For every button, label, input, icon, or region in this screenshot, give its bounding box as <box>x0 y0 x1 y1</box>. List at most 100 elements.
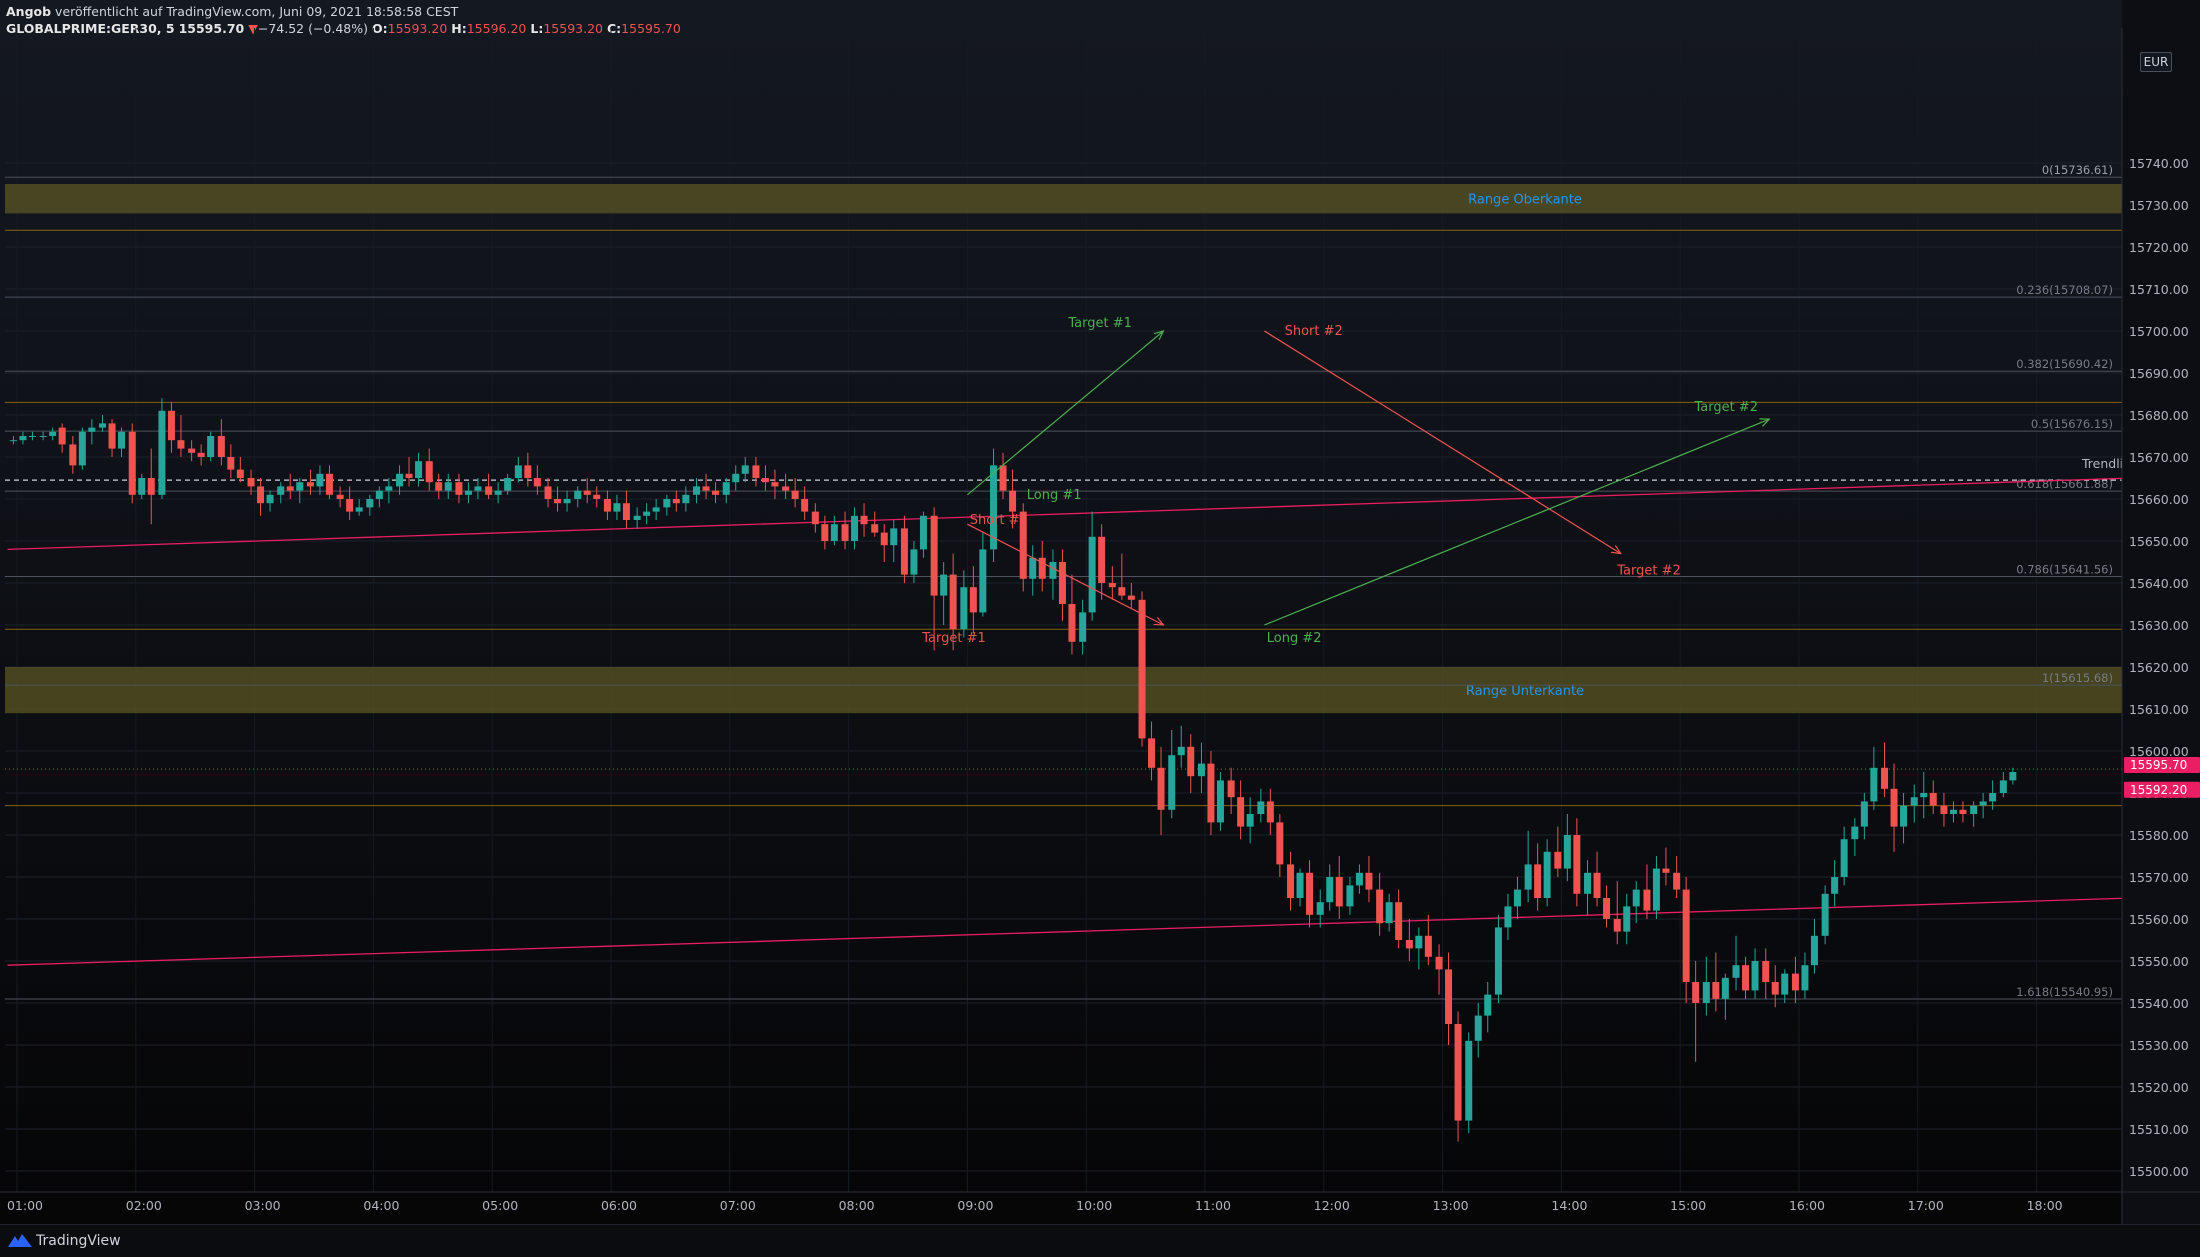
candle-body <box>1465 1040 1473 1121</box>
chart-header: Angob veröffentlicht auf TradingView.com… <box>6 3 681 37</box>
candle-body <box>1712 982 1720 999</box>
candle-body <box>603 499 611 512</box>
trendline <box>7 477 2132 551</box>
candle-body <box>1376 889 1384 924</box>
tradingview-logo-icon <box>8 1234 32 1247</box>
candle-body <box>1306 872 1314 915</box>
candle-body <box>435 482 443 491</box>
ohlc-line: GLOBALPRIME:GER30, 5 15595.70 ▼−74.52 (−… <box>6 20 681 37</box>
trade-arrow <box>967 523 1163 625</box>
candle-body <box>1445 969 1453 1024</box>
candle-body <box>1246 814 1254 827</box>
price-tick-label: 15720.00 <box>2129 240 2189 255</box>
last-price: 15595.70 <box>178 21 245 36</box>
candle-body <box>741 465 749 474</box>
candle-body <box>554 499 562 504</box>
trade-annotation: Long #1 <box>1027 488 1082 503</box>
candle-body <box>1365 872 1373 890</box>
candle-body <box>385 486 393 491</box>
candle-body <box>1088 536 1096 613</box>
range-zone-label: Range Unterkante <box>1466 684 1584 699</box>
candle-body <box>1632 889 1640 907</box>
candle-body <box>1860 801 1868 827</box>
candle-body <box>1732 965 1740 978</box>
time-tick-label: 07:00 <box>720 1198 756 1213</box>
candle-body <box>1801 965 1809 991</box>
tradingview-brand[interactable]: TradingView <box>36 1233 121 1249</box>
fib-level-label: 0(15736.61) <box>2042 163 2113 177</box>
candle-body <box>1038 557 1046 579</box>
candle-body <box>69 444 77 466</box>
candle-body <box>1127 595 1135 600</box>
candle-body <box>1563 835 1571 869</box>
time-tick-label: 03:00 <box>245 1198 281 1213</box>
price-tick-label: 15610.00 <box>2129 702 2189 717</box>
candle-body <box>1751 961 1759 991</box>
candle-body <box>851 515 859 541</box>
candle-body <box>1257 801 1265 814</box>
price-tick-label: 15570.00 <box>2129 870 2189 885</box>
candle-body <box>771 482 779 487</box>
time-tick-label: 04:00 <box>363 1198 399 1213</box>
candle-body <box>1435 956 1443 970</box>
candle-body <box>1335 877 1343 907</box>
fib-level-label: 0.382(15690.42) <box>2016 357 2113 371</box>
candle-body <box>147 478 155 495</box>
currency-badge[interactable]: EUR <box>2140 52 2172 72</box>
candle-body <box>1484 994 1492 1016</box>
candle-body <box>712 490 720 495</box>
candle-body <box>1593 872 1601 898</box>
candle-body <box>652 507 660 512</box>
symbol-label[interactable]: GLOBALPRIME:GER30, 5 <box>6 21 175 36</box>
open-label: O: <box>372 21 388 36</box>
candle-body <box>1910 797 1918 806</box>
candle-body <box>1237 797 1245 827</box>
candle-body <box>633 515 641 520</box>
candle-body <box>919 515 927 550</box>
candle-body <box>1405 940 1413 949</box>
candle-body <box>474 486 482 491</box>
candle-body <box>405 473 413 478</box>
candle-body <box>78 431 86 466</box>
publisher-name[interactable]: Angob <box>6 4 52 19</box>
candle-body <box>622 503 630 520</box>
candle-body <box>910 549 918 575</box>
price-tick-label: 15550.00 <box>2129 954 2189 969</box>
candle-body <box>1138 599 1146 739</box>
down-arrow-icon: ▼ <box>248 21 258 36</box>
trendline <box>7 897 2132 966</box>
candle-body <box>841 524 849 541</box>
trade-arrow <box>1264 330 1620 554</box>
candle-body <box>1534 864 1542 898</box>
low-value: 15593.20 <box>543 21 603 36</box>
candle-body <box>1029 557 1037 579</box>
price-label-text: 15595.70 <box>2130 758 2187 772</box>
candle-body <box>1098 536 1106 583</box>
price-chart[interactable]: Range Oberkante Range Unterkante 0(15736.6… <box>0 0 2200 1224</box>
time-tick-label: 10:00 <box>1076 1198 1112 1213</box>
candle-body <box>1118 587 1126 596</box>
trade-annotation: Target #2 <box>1693 400 1758 415</box>
candle-body <box>1197 763 1205 777</box>
candle-body <box>207 436 215 457</box>
candle-body <box>1207 763 1215 823</box>
fib-level-label: 0.236(15708.07) <box>2016 283 2113 297</box>
candle-body <box>732 473 740 483</box>
candle-body <box>1216 780 1224 823</box>
candle-body <box>1890 788 1898 827</box>
candle-body <box>88 427 96 432</box>
price-axis-bg <box>2122 0 2200 1224</box>
candle-body <box>39 436 47 437</box>
candle-body <box>1316 902 1324 915</box>
candle-body <box>1762 961 1770 982</box>
candle-body <box>533 478 541 487</box>
candle-body <box>999 465 1007 491</box>
candle-body <box>1742 965 1750 991</box>
candle-body <box>504 478 512 491</box>
candle-body <box>286 486 294 491</box>
time-tick-label: 17:00 <box>1908 1198 1944 1213</box>
candle-body <box>1554 851 1562 869</box>
candle-body <box>1652 868 1660 911</box>
price-tick-label: 15500.00 <box>2129 1164 2189 1179</box>
candle-body <box>396 473 404 487</box>
